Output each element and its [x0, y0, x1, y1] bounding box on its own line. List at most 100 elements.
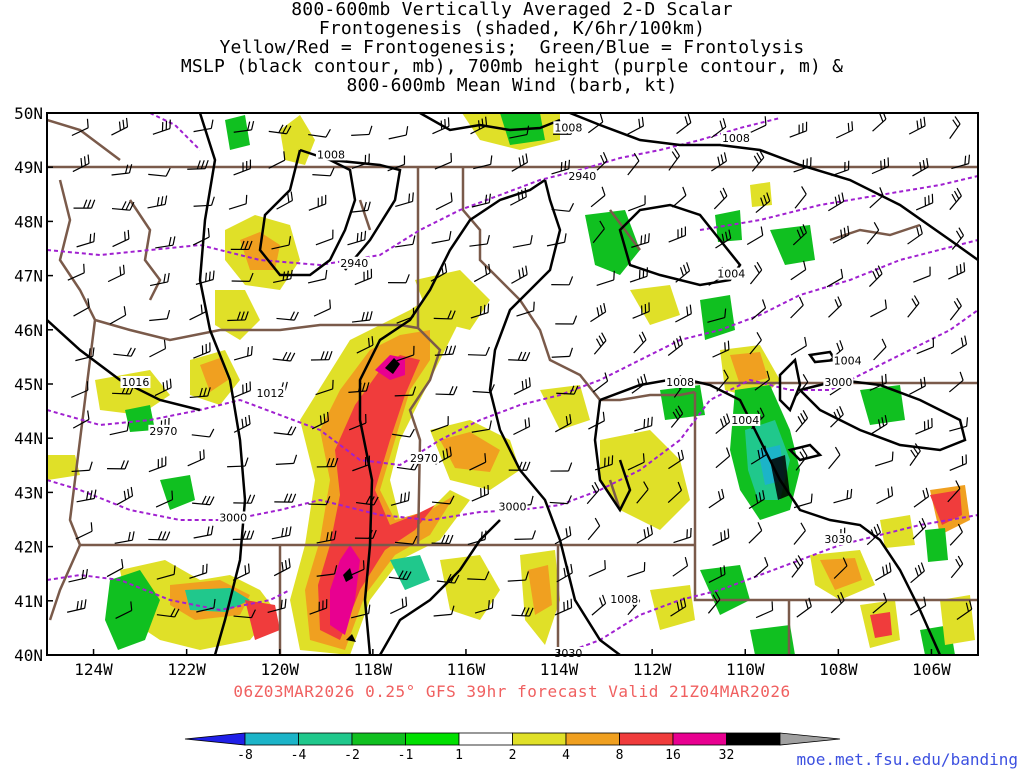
wind-barb-flag [246, 195, 247, 204]
wind-barb-flag [248, 347, 249, 356]
wind-barb-flag [649, 233, 650, 242]
wind-barb-flag [882, 376, 883, 385]
latitude-label: 46N [14, 321, 43, 340]
wind-barb-flag [965, 156, 966, 165]
wind-barb-flag [124, 265, 125, 274]
title-line-3: Yellow/Red = Frontogenesis; Green/Blue =… [0, 38, 1024, 57]
wind-barb-flag [364, 560, 365, 569]
colorbar-segment [727, 733, 781, 745]
colorbar-label: 2 [509, 748, 517, 763]
wind-barb-flag [485, 531, 486, 540]
longitude-label: 124W [74, 660, 113, 679]
wind-barb-flag [643, 453, 644, 462]
wind-barb-flag [967, 417, 968, 426]
mslp-label: 1016 [121, 376, 149, 389]
wind-barb-flag [484, 305, 485, 314]
mslp-label: 1008 [317, 148, 345, 161]
wind-barb-shaft [227, 320, 245, 321]
title-line-2: Frontogenesis (shaded, K/6hr/100km) [0, 19, 1024, 38]
wind-barb-flag [94, 233, 95, 242]
longitude-label: 110W [726, 660, 765, 679]
wind-barb-shaft [508, 360, 526, 361]
longitude-label: 116W [447, 660, 486, 679]
wind-barb-flag [209, 272, 210, 281]
colorbar-label: 1 [455, 748, 463, 763]
latitude-label: 48N [14, 212, 43, 231]
longitude-label: 114W [540, 660, 579, 679]
wind-barb-flag [91, 522, 92, 531]
colorbar-segment [185, 733, 245, 745]
height-label: 2940 [568, 170, 596, 183]
wind-barb-flag [213, 271, 214, 280]
wind-barb-flag [401, 494, 402, 503]
latitude-label: 41N [14, 592, 43, 611]
wind-barb-flag [163, 382, 164, 391]
colorbar-label: 8 [616, 748, 624, 763]
wind-barb-flag [852, 121, 853, 130]
wind-barb-flag [886, 374, 887, 383]
wind-barb-flag [245, 565, 246, 574]
height-label: 3000 [219, 512, 247, 525]
wind-barb-flag [811, 494, 812, 503]
wind-barb-flag [847, 490, 848, 499]
mslp-label: 1008 [722, 132, 750, 145]
wind-barb-shaft [434, 318, 452, 319]
wind-barb-shaft [308, 504, 326, 505]
mslp-label: 1008 [554, 121, 582, 134]
colorbar-segment [673, 733, 727, 745]
longitude-label: 120W [260, 660, 299, 679]
wind-barb-flag [561, 162, 562, 171]
height-label: 2970 [149, 425, 177, 438]
mslp-label: 1004 [731, 414, 759, 427]
wind-barb-flag [413, 192, 414, 201]
wind-barb-flag [645, 234, 646, 243]
wind-barb-flag [957, 266, 958, 275]
colorbar-label: 32 [719, 748, 735, 763]
wind-barb-flag [120, 267, 121, 276]
mslp-label: 1008 [666, 376, 694, 389]
latitude-label: 45N [14, 375, 43, 394]
wind-barb-flag [481, 532, 482, 541]
wind-barb-flag [409, 194, 410, 203]
wind-barb-shaft [395, 395, 413, 396]
title-line-5: 800-600mb Mean Wind (barb, kt) [0, 76, 1024, 95]
wind-barb-flag [960, 264, 961, 273]
wind-barb-flag [172, 491, 173, 500]
colorbar-label: -2 [344, 748, 360, 763]
wind-barb-flag [251, 346, 252, 355]
colorbar-segment [299, 733, 353, 745]
wind-barb-flag [569, 160, 570, 169]
mslp-label: 1004 [717, 268, 745, 281]
wind-barb-flag [892, 452, 893, 461]
wind-barb-flag [765, 116, 766, 125]
wind-barb-flag [405, 493, 406, 502]
wind-barb-flag [324, 414, 325, 423]
latitude-label: 40N [14, 646, 43, 665]
wind-barb-flag [488, 304, 489, 313]
wind-barb-shaft [112, 393, 130, 394]
wind-barb-flag [357, 233, 358, 242]
height-label: 2940 [340, 257, 368, 270]
latitude-label: 42N [14, 538, 43, 557]
wind-barb-flag [84, 264, 85, 273]
wind-barb-flag [725, 342, 726, 351]
longitude-label: 118W [354, 660, 393, 679]
wind-barb-shaft [467, 579, 485, 580]
wind-barb-flag [128, 230, 129, 239]
colorbar-segment [245, 733, 299, 745]
wind-barb-flag [167, 380, 168, 389]
colorbar-segment [780, 733, 840, 745]
colorbar-label: -8 [237, 748, 253, 763]
wind-barb-flag [485, 453, 486, 462]
colorbar-label: -1 [398, 748, 414, 763]
wind-barb-flag [369, 338, 370, 347]
wind-barb-shaft [436, 394, 454, 395]
wind-barb-flag [372, 336, 373, 345]
height-label: 3000 [499, 501, 527, 514]
title-line-4: MSLP (black contour, mb), 700mb height (… [0, 57, 1024, 76]
wind-barb-shaft [233, 539, 251, 540]
wind-barb-flag [728, 341, 729, 350]
colorbar-label: -4 [291, 748, 307, 763]
colorbar-segment [406, 733, 460, 745]
